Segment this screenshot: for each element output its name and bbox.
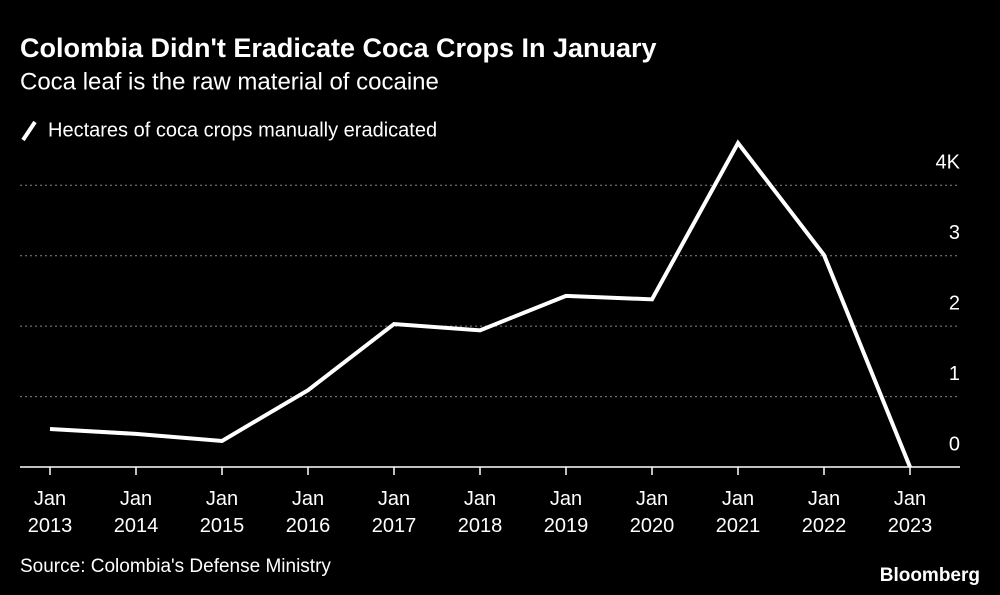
x-tick-label: Jan 2020 (629, 488, 675, 537)
x-tick-label: Jan 2015 (199, 488, 245, 537)
y-tick-label: 2 (949, 292, 960, 314)
x-tick-label: Jan 2017 (371, 488, 417, 537)
x-tick-label: Jan 2014 (113, 488, 159, 537)
x-tick-label: Jan 2019 (543, 488, 589, 537)
y-tick-label: 4K (936, 152, 961, 174)
brand: Bloomberg (880, 565, 980, 586)
x-tick-label: Jan 2023 (887, 488, 933, 537)
source: Source: Colombia's Defense Ministry (20, 556, 331, 577)
x-tick-label: Jan 2022 (801, 488, 847, 537)
legend-label: Hectares of coca crops manually eradicat… (48, 119, 437, 141)
x-tick-label: Jan 2021 (715, 488, 761, 537)
legend-icon (21, 120, 37, 142)
y-tick-label: 0 (949, 433, 960, 455)
chart-subtitle: Coca leaf is the raw material of cocaine (20, 68, 439, 95)
x-tick-label: Jan 2018 (457, 488, 503, 537)
y-tick-label: 1 (949, 363, 960, 385)
y-tick-label: 3 (949, 222, 960, 244)
chart-title: Colombia Didn't Eradicate Coca Crops In … (20, 33, 657, 63)
line (49, 139, 912, 468)
x-tick-label: Jan 2013 (27, 488, 73, 537)
x-tick-label: Jan 2016 (285, 488, 331, 537)
